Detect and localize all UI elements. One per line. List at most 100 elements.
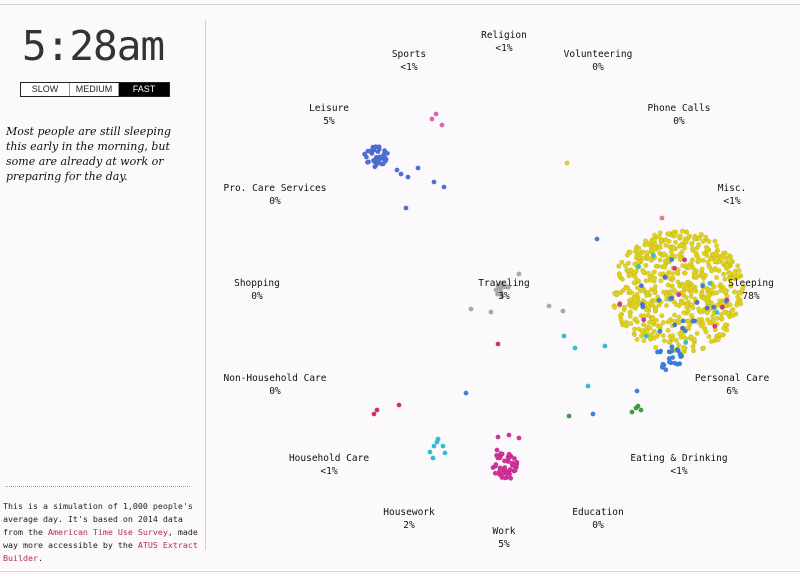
sleeping-person-dot: [679, 228, 685, 234]
sleeping-person-dot: [636, 245, 642, 251]
sleeping-person-dot: [627, 249, 633, 255]
atus-extract-builder-link[interactable]: ATUS Extract Builder: [3, 540, 198, 563]
sports-person-dot: [433, 111, 439, 117]
sports-person-dot: [439, 122, 445, 128]
personal-care-person-dot: [655, 349, 661, 355]
sleeping-person-dot: [683, 239, 689, 245]
sleeping-person-dot: [641, 338, 647, 344]
sleeping-person-dot: [632, 274, 638, 280]
sleeping-person-dot: [665, 282, 671, 288]
person-dot: [636, 264, 642, 270]
traveling-person-dot: [506, 284, 512, 290]
activity-name: Eating & Drinking: [630, 453, 728, 464]
sleeping-person-dot: [632, 298, 638, 304]
speed-slow-button[interactable]: SLOW: [21, 83, 70, 96]
sleeping-person-dot: [633, 316, 639, 322]
sleeping-person-dot: [662, 264, 668, 270]
speed-fast-button[interactable]: FAST: [119, 83, 169, 96]
sleeping-person-dot: [653, 308, 659, 314]
sleeping-person-dot: [682, 270, 688, 276]
person-dot: [711, 304, 717, 310]
person-dot: [657, 328, 663, 334]
person-dot: [561, 333, 567, 339]
household-care-person-dot: [434, 439, 440, 445]
sleeping-person-dot: [729, 307, 735, 313]
activity-label-misc: Misc. <1%: [718, 182, 747, 208]
person-dot: [676, 292, 682, 298]
work-person-dot: [511, 463, 517, 469]
sleeping-person-dot: [672, 312, 678, 318]
footnote-text-1: This is a simulation of 1,000 people's a…: [3, 501, 193, 537]
leisure-person-dot: [384, 150, 390, 156]
sleeping-person-dot: [685, 318, 691, 324]
leisure-person-dot: [405, 174, 411, 180]
sleeping-person-dot: [672, 253, 678, 259]
sidebar-divider: [205, 20, 206, 550]
sleeping-person-dot: [703, 234, 709, 240]
activity-name: Work: [492, 526, 516, 537]
sleeping-person-dot: [616, 263, 622, 269]
sleeping-person-dot: [689, 312, 695, 318]
leisure-person-dot: [370, 145, 376, 151]
sleeping-person-dot: [661, 289, 667, 295]
bottom-rule: [0, 571, 800, 572]
traveling-person-dot: [516, 271, 522, 277]
activity-label-sleeping: Sleeping 78%: [728, 277, 774, 303]
person-dot: [704, 305, 710, 311]
sleeping-person-dot: [651, 269, 657, 275]
sleeping-person-dot: [661, 251, 667, 257]
activity-pct: <1%: [320, 466, 338, 477]
person-dot: [396, 402, 402, 408]
leisure-person-dot: [371, 157, 377, 163]
sleeping-person-dot: [727, 302, 733, 308]
work-person-dot: [512, 468, 518, 474]
eating-person-dot: [629, 409, 635, 415]
sleeping-person-dot: [666, 230, 672, 236]
leisure-person-dot: [398, 171, 404, 177]
household-care-person-dot: [442, 450, 448, 456]
speed-medium-button[interactable]: MEDIUM: [70, 83, 119, 96]
sleeping-person-dot: [728, 254, 734, 260]
sleeping-person-dot: [631, 269, 637, 275]
sleeping-person-dot: [652, 290, 658, 296]
person-dot: [724, 297, 730, 303]
sleeping-person-dot: [707, 265, 713, 271]
personal-care-person-dot: [674, 347, 680, 353]
sleeping-person-dot: [632, 326, 638, 332]
sleeping-person-dot: [666, 275, 672, 281]
person-dot: [371, 411, 377, 417]
sleeping-person-dot: [671, 245, 677, 251]
person-dot: [707, 280, 713, 286]
household-care-person-dot: [430, 455, 436, 461]
sleeping-person-dot: [656, 302, 662, 308]
sleeping-person-dot: [691, 348, 697, 354]
sleeping-person-dot: [672, 288, 678, 294]
sleeping-person-dot: [686, 279, 692, 285]
leisure-person-dot: [403, 205, 409, 211]
person-dot: [374, 407, 380, 413]
sleeping-person-dot: [704, 246, 710, 252]
sleeping-person-dot: [666, 339, 672, 345]
sleeping-person-dot: [693, 273, 699, 279]
sleeping-person-dot: [634, 291, 640, 297]
personal-care-person-dot: [669, 348, 675, 354]
activity-name: Non-Household Care: [223, 373, 327, 384]
sleeping-person-dot: [619, 259, 625, 265]
activity-label-religion: Religion <1%: [481, 29, 527, 55]
activity-pct: 0%: [592, 520, 604, 531]
work-person-dot: [506, 456, 512, 462]
activity-name: Pro. Care Services: [223, 183, 327, 194]
activity-pct: <1%: [723, 196, 741, 207]
sleeping-person-dot: [727, 271, 733, 277]
atus-link[interactable]: American Time Use Survey: [47, 527, 168, 537]
sleeping-person-dot: [656, 234, 662, 240]
activity-label-housework: Housework 2%: [383, 506, 434, 532]
activity-pct: 0%: [592, 62, 604, 73]
activity-pct: 5%: [498, 539, 510, 550]
leisure-person-dot: [365, 148, 371, 154]
leisure-person-dot: [362, 151, 368, 157]
sleeping-person-dot: [700, 271, 706, 277]
sleeping-person-dot: [690, 344, 696, 350]
personal-care-person-dot: [679, 353, 685, 359]
